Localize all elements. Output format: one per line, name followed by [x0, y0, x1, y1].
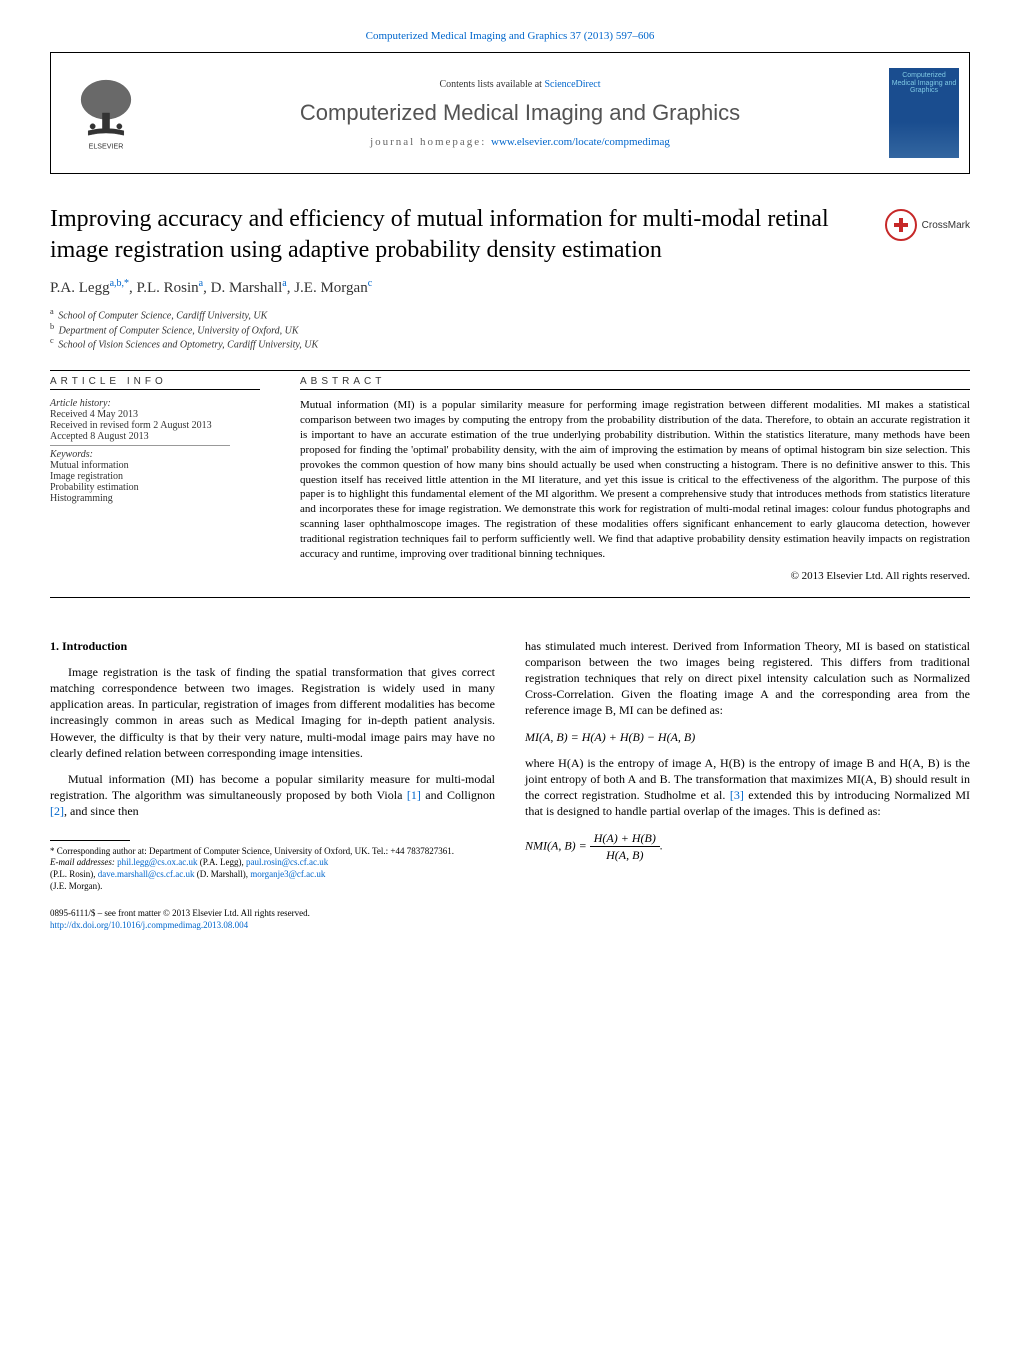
body-paragraph: has stimulated much interest. Derived fr…	[525, 638, 970, 719]
journal-citation[interactable]: Computerized Medical Imaging and Graphic…	[50, 30, 970, 42]
keywords-label: Keywords:	[50, 449, 93, 460]
email-link[interactable]: morganje3@cf.ac.uk	[250, 869, 325, 879]
keyword: Image registration	[50, 471, 123, 482]
crossmark-label: CrossMark	[922, 220, 970, 231]
section-title: 1. Introduction	[50, 638, 495, 654]
contents-available: Contents lists available at ScienceDirec…	[171, 79, 869, 90]
history-item: Received 4 May 2013	[50, 409, 138, 420]
bottom-info: 0895-6111/$ – see front matter © 2013 El…	[50, 907, 495, 931]
ref-link[interactable]: [3]	[730, 788, 744, 802]
body-paragraph: Image registration is the task of findin…	[50, 664, 495, 761]
body-paragraph: Mutual information (MI) has become a pop…	[50, 771, 495, 820]
email-link[interactable]: phil.legg@cs.ox.ac.uk	[117, 857, 197, 867]
ref-link[interactable]: [1]	[407, 788, 421, 802]
history-item: Received in revised form 2 August 2013	[50, 420, 212, 431]
elsevier-logo: ELSEVIER	[51, 53, 161, 173]
crossmark-badge[interactable]: CrossMark	[885, 209, 970, 241]
svg-text:ELSEVIER: ELSEVIER	[89, 143, 124, 151]
abstract-panel: ABSTRACT Mutual information (MI) is a po…	[300, 376, 970, 581]
footnotes: * Corresponding author at: Department of…	[50, 846, 495, 893]
email-label: E-mail addresses:	[50, 857, 117, 867]
formula: MI(A, B) = H(A) + H(B) − H(A, B)	[525, 729, 970, 745]
formula: NMI(A, B) = H(A) + H(B) H(A, B) .	[525, 830, 970, 863]
crossmark-icon	[885, 209, 917, 241]
left-column: 1. Introduction Image registration is th…	[50, 638, 495, 932]
right-column: has stimulated much interest. Derived fr…	[525, 638, 970, 932]
journal-name: Computerized Medical Imaging and Graphic…	[171, 100, 869, 126]
journal-header: ELSEVIER Contents lists available at Sci…	[50, 52, 970, 174]
abstract-header: ABSTRACT	[300, 376, 970, 387]
keyword: Probability estimation	[50, 482, 139, 493]
keyword: Mutual information	[50, 460, 129, 471]
email-link[interactable]: dave.marshall@cs.cf.ac.uk	[98, 869, 195, 879]
corresponding-author: * Corresponding author at: Department of…	[50, 846, 495, 858]
authors-line: P.A. Legga,b,*, P.L. Rosina, D. Marshall…	[50, 278, 970, 297]
paper-title: Improving accuracy and efficiency of mut…	[50, 204, 865, 266]
article-info-panel: ARTICLE INFO Article history: Received 4…	[50, 376, 300, 581]
article-info-header: ARTICLE INFO	[50, 376, 280, 387]
sciencedirect-link[interactable]: ScienceDirect	[544, 79, 600, 90]
history-item: Accepted 8 August 2013	[50, 431, 149, 442]
email-link[interactable]: paul.rosin@cs.cf.ac.uk	[246, 857, 328, 867]
history-label: Article history:	[50, 398, 111, 409]
journal-cover: Computerized Medical Imaging and Graphic…	[879, 53, 969, 173]
journal-homepage: journal homepage: www.elsevier.com/locat…	[171, 136, 869, 148]
doi-link[interactable]: http://dx.doi.org/10.1016/j.compmedimag.…	[50, 920, 248, 930]
body-paragraph: where H(A) is the entropy of image A, H(…	[525, 755, 970, 820]
copyright: © 2013 Elsevier Ltd. All rights reserved…	[300, 570, 970, 582]
affiliations: a School of Computer Science, Cardiff Un…	[50, 307, 970, 350]
abstract-text: Mutual information (MI) is a popular sim…	[300, 398, 970, 561]
keyword: Histogramming	[50, 493, 113, 504]
ref-link[interactable]: [2]	[50, 804, 64, 818]
homepage-link[interactable]: www.elsevier.com/locate/compmedimag	[491, 136, 670, 148]
issn-line: 0895-6111/$ – see front matter © 2013 El…	[50, 907, 495, 919]
